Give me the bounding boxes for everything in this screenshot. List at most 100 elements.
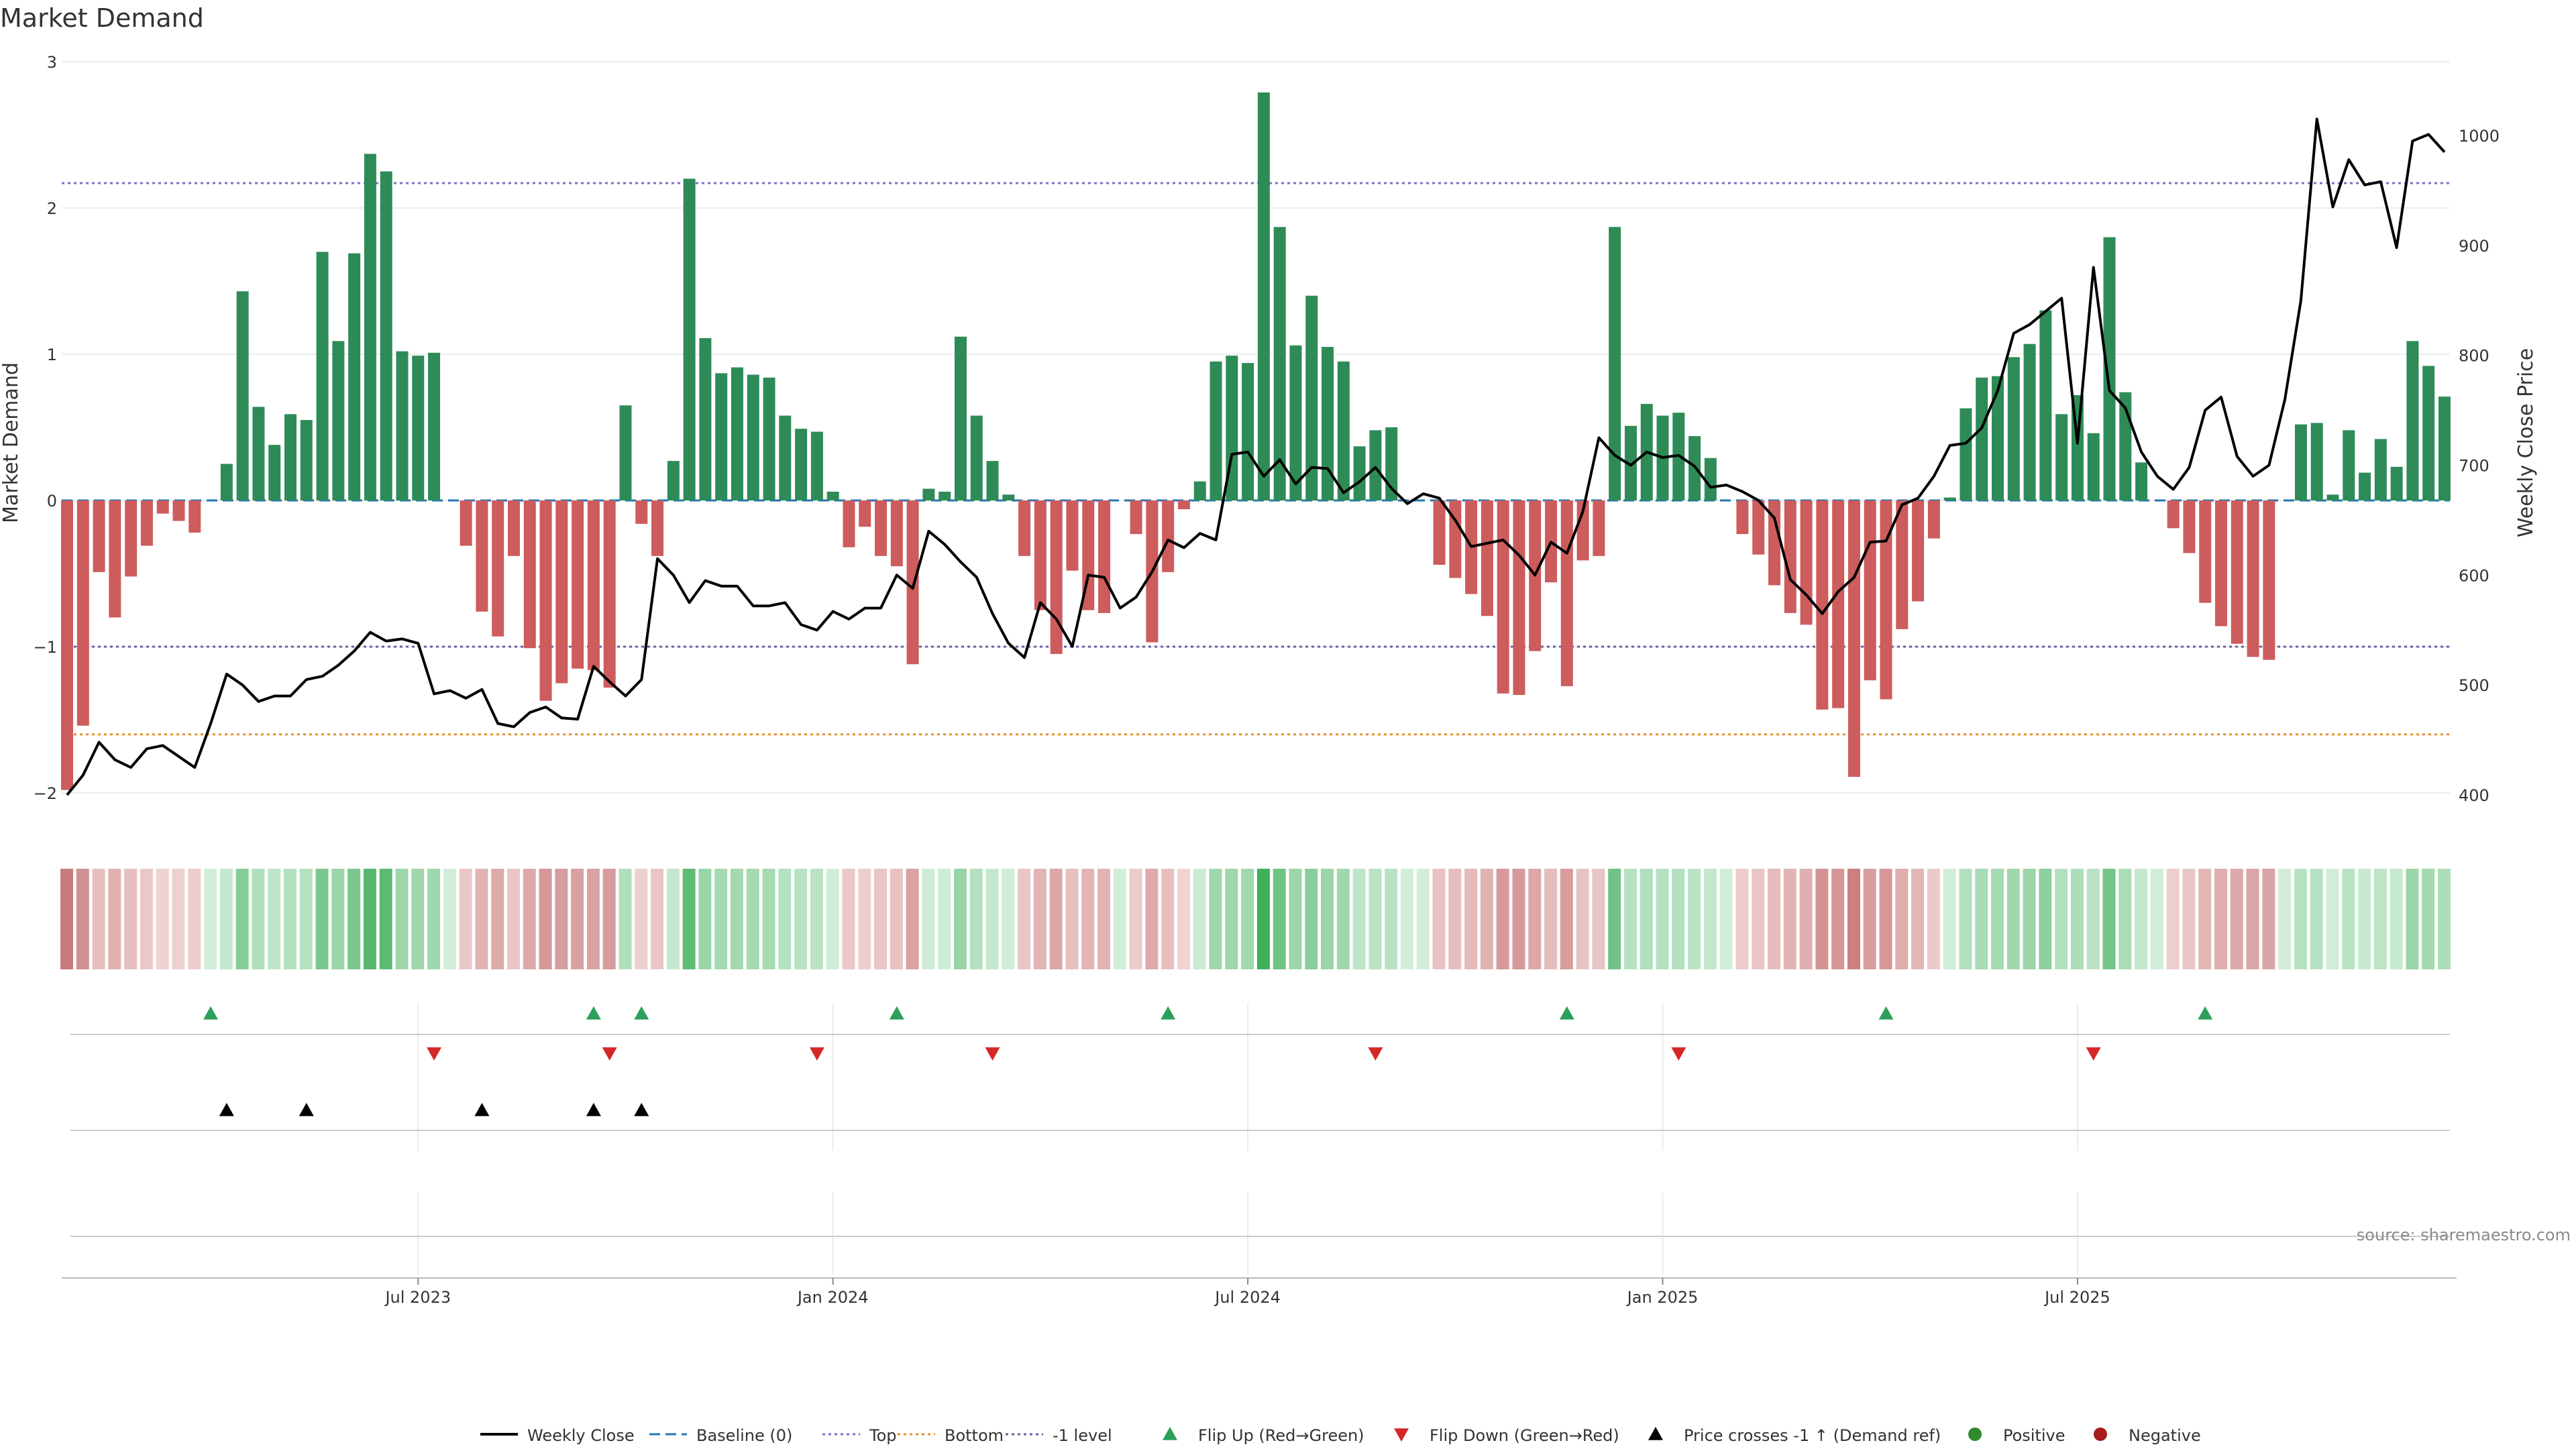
heat-cell — [204, 869, 217, 969]
demand-bar — [2167, 500, 2180, 529]
price-cross-marker — [474, 1103, 490, 1116]
heat-cell — [906, 869, 919, 969]
heat-cell — [331, 869, 345, 969]
demand-bar — [156, 500, 169, 514]
demand-bar — [843, 500, 855, 547]
heat-cell — [2422, 869, 2435, 969]
heat-cell — [1289, 869, 1302, 969]
heat-cell — [76, 869, 89, 969]
demand-bar — [1050, 500, 1063, 654]
heat-cell — [1911, 869, 1925, 969]
heat-cell — [1608, 869, 1621, 969]
demand-bar — [1273, 227, 1286, 500]
heat-cell — [682, 869, 696, 969]
y-tick-label: 3 — [47, 53, 57, 72]
heat-cell — [1305, 869, 1318, 969]
demand-bar — [1960, 408, 1972, 500]
heat-cell — [140, 869, 153, 969]
demand-bar — [539, 500, 552, 701]
heat-cell — [666, 869, 680, 969]
demand-bar — [938, 491, 951, 500]
demand-bar — [1784, 500, 1796, 613]
demand-heat-strip — [60, 869, 2451, 969]
demand-bar — [1752, 500, 1765, 555]
heat-cell — [746, 869, 759, 969]
demand-bar — [1257, 92, 1270, 500]
heat-cell — [1560, 869, 1573, 969]
demand-bar — [2343, 430, 2355, 500]
demand-bar — [2183, 500, 2196, 553]
demand-bar — [1576, 500, 1589, 561]
heat-cell — [523, 869, 536, 969]
y-tick-label: −1 — [34, 638, 57, 657]
heat-cell — [1273, 869, 1286, 969]
heat-cell — [1768, 869, 1781, 969]
demand-bar — [731, 367, 743, 500]
demand-bar — [2294, 424, 2307, 500]
x-tick-label: Jul 2023 — [384, 1288, 451, 1307]
heat-cell — [714, 869, 728, 969]
heat-cell — [235, 869, 249, 969]
demand-bar — [859, 500, 871, 527]
heat-cell — [1512, 869, 1525, 969]
heat-cell — [347, 869, 361, 969]
heat-cell — [810, 869, 823, 969]
heat-cell — [188, 869, 201, 969]
heat-cell — [1735, 869, 1749, 969]
heat-cell — [1129, 869, 1142, 969]
heat-cell — [2070, 869, 2084, 969]
flip-down-marker — [2086, 1047, 2101, 1061]
demand-bar — [890, 500, 903, 567]
grid-lines — [62, 61, 2457, 1279]
legend-swatch — [2094, 1428, 2107, 1441]
heat-cell — [1719, 869, 1733, 969]
demand-bar — [651, 500, 664, 556]
demand-bar — [747, 374, 759, 500]
heat-cell — [1225, 869, 1238, 969]
flip-down-marker — [985, 1047, 1000, 1061]
demand-bar — [1560, 500, 1573, 686]
heat-cell — [1528, 869, 1542, 969]
demand-bar — [61, 500, 73, 790]
heat-cell — [635, 869, 648, 969]
demand-bar — [2326, 494, 2339, 500]
demand-bar — [1242, 363, 1254, 500]
heat-cell — [1081, 869, 1095, 969]
demand-bar — [189, 500, 201, 533]
demand-bar — [396, 351, 409, 500]
demand-bar — [922, 488, 935, 500]
heat-cell — [2326, 869, 2339, 969]
heat-cell — [363, 869, 376, 969]
demand-bar — [2215, 500, 2228, 627]
demand-bar — [1193, 481, 1206, 500]
heat-cell — [268, 869, 281, 969]
heat-cell — [1640, 869, 1653, 969]
demand-bar — [1433, 500, 1446, 565]
legend-swatch — [1968, 1428, 1982, 1441]
demand-bar — [332, 341, 345, 500]
y-tick-label: 2 — [47, 199, 57, 218]
heat-cell — [2278, 869, 2292, 969]
demand-bar — [1992, 376, 2004, 500]
heat-cell — [1959, 869, 1972, 969]
heat-cell — [1943, 869, 1956, 969]
flip-down-marker — [602, 1047, 617, 1061]
heat-cell — [459, 869, 472, 969]
heat-cell — [842, 869, 855, 969]
demand-bar — [109, 500, 121, 618]
heat-cell — [1752, 869, 1765, 969]
heat-cell — [1416, 869, 1430, 969]
heat-cell — [2342, 869, 2355, 969]
legend-label: Positive — [2003, 1426, 2065, 1445]
heat-cell — [1592, 869, 1605, 969]
demand-bar — [1976, 377, 1988, 500]
demand-bar — [1289, 345, 1302, 500]
heat-cell — [1018, 869, 1031, 969]
heat-cell — [60, 869, 73, 969]
flip-down-marker — [427, 1047, 442, 1061]
heat-cell — [219, 869, 233, 969]
heat-cell — [2262, 869, 2275, 969]
heat-cell — [299, 869, 313, 969]
heat-cell — [2294, 869, 2307, 969]
demand-bar — [826, 491, 839, 500]
